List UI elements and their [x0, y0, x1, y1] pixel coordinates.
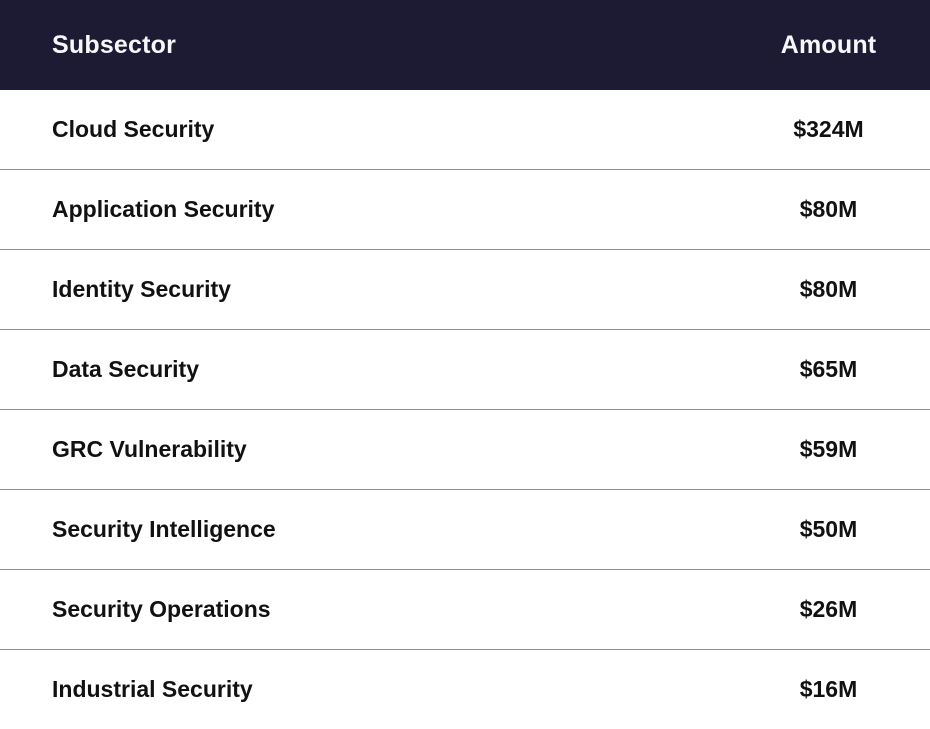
amount-cell: $80M	[727, 170, 930, 250]
table-header: Subsector Amount	[0, 0, 930, 90]
amount-cell: $26M	[727, 570, 930, 650]
amount-cell: $65M	[727, 330, 930, 410]
amount-cell: $59M	[727, 410, 930, 490]
table-row: Industrial Security $16M	[0, 650, 930, 729]
subsector-cell: Cloud Security	[0, 90, 727, 170]
table-row: Identity Security $80M	[0, 250, 930, 330]
table-row: Security Intelligence $50M	[0, 490, 930, 570]
table-body: Cloud Security $324M Application Securit…	[0, 90, 930, 729]
table-row: GRC Vulnerability $59M	[0, 410, 930, 490]
subsector-cell: GRC Vulnerability	[0, 410, 727, 490]
subsector-cell: Identity Security	[0, 250, 727, 330]
subsector-cell: Application Security	[0, 170, 727, 250]
amount-cell: $80M	[727, 250, 930, 330]
header-row: Subsector Amount	[0, 0, 930, 90]
amount-cell: $50M	[727, 490, 930, 570]
table-row: Application Security $80M	[0, 170, 930, 250]
column-header-subsector: Subsector	[0, 0, 727, 90]
amount-cell: $16M	[727, 650, 930, 729]
table-row: Security Operations $26M	[0, 570, 930, 650]
table-row: Cloud Security $324M	[0, 90, 930, 170]
subsector-cell: Industrial Security	[0, 650, 727, 729]
column-header-amount: Amount	[727, 0, 930, 90]
amount-cell: $324M	[727, 90, 930, 170]
table-row: Data Security $65M	[0, 330, 930, 410]
subsector-cell: Security Operations	[0, 570, 727, 650]
subsector-cell: Security Intelligence	[0, 490, 727, 570]
subsector-cell: Data Security	[0, 330, 727, 410]
